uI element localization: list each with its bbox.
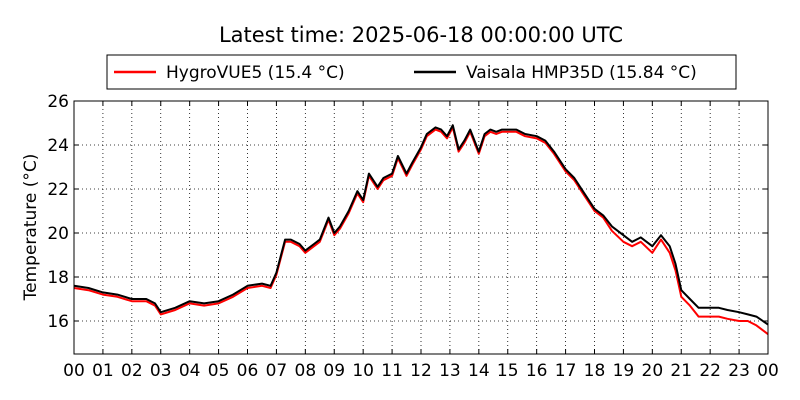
legend-label-vaisala: Vaisala HMP35D (15.84 °C) — [466, 63, 697, 83]
x-tick-label: 06 — [237, 361, 259, 381]
x-tick-label: 00 — [63, 361, 85, 381]
legend-label-hygrovue5: HygroVUE5 (15.4 °C) — [166, 63, 345, 83]
series-line-hygrovue5 — [73, 126, 769, 335]
x-tick-label: 08 — [295, 361, 317, 381]
x-tick-label: 13 — [439, 361, 461, 381]
y-tick-label: 26 — [47, 92, 69, 112]
x-tick-label: 23 — [728, 361, 750, 381]
x-tick-label: 21 — [670, 361, 692, 381]
x-tick-label: 19 — [613, 361, 635, 381]
plot-frame — [73, 100, 769, 355]
x-tick-label: 02 — [121, 361, 143, 381]
x-tick-label: 22 — [699, 361, 721, 381]
x-tick-label: 14 — [468, 361, 490, 381]
x-tick-label: 12 — [410, 361, 432, 381]
x-tick-label: 07 — [266, 361, 288, 381]
x-tick-label: 05 — [208, 361, 230, 381]
x-axis-ticks: 00 01 02 03 04 05 06 07 08 09 10 11 12 13 14 15 16 17 18 19… — [63, 101, 779, 381]
series-lines — [73, 124, 769, 335]
x-tick-label: 09 — [323, 361, 345, 381]
x-tick-label: 15 — [497, 361, 519, 381]
x-tick-label: 00 — [757, 361, 779, 381]
grid-lines — [74, 101, 768, 354]
y-tick-label: 22 — [47, 180, 69, 200]
x-tick-label: 11 — [381, 361, 403, 381]
x-tick-label: 03 — [150, 361, 172, 381]
y-tick-label: 20 — [47, 224, 69, 244]
x-tick-label: 01 — [92, 361, 114, 381]
y-axis-label: Temperature (°C) — [21, 154, 41, 302]
x-tick-label: 04 — [179, 361, 201, 381]
x-tick-label: 10 — [352, 361, 374, 381]
y-axis-ticks: 16 18 20 22 24 26 — [47, 92, 768, 332]
y-tick-label: 18 — [47, 268, 69, 288]
y-tick-label: 16 — [47, 312, 69, 332]
x-tick-label: 17 — [555, 361, 577, 381]
series-line-vaisala — [73, 124, 769, 326]
y-tick-label: 24 — [47, 136, 69, 156]
x-tick-label: 16 — [526, 361, 548, 381]
x-tick-label: 18 — [584, 361, 606, 381]
chart-title: Latest time: 2025-06-18 00:00:00 UTC — [219, 23, 623, 47]
x-tick-label: 20 — [642, 361, 664, 381]
legend: HygroVUE5 (15.4 °C) Vaisala HMP35D (15.8… — [106, 54, 737, 90]
